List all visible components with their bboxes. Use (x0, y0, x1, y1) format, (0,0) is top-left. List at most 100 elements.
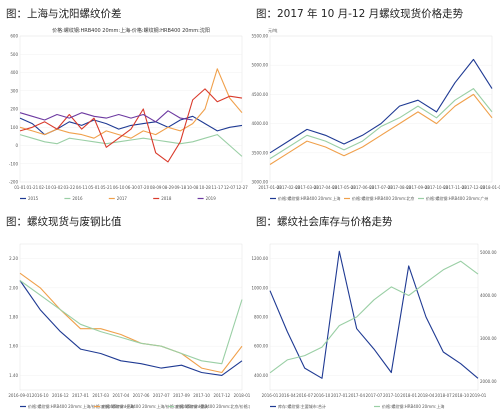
series-line-1 (19, 115, 243, 136)
x-tick-label: 09-18 (175, 185, 187, 190)
chart-1-svg: 价格:螺纹钢:HRB400 20mm:上海-价格:螺纹钢:HRB400 20mm… (9, 27, 248, 201)
y-tick-label: 600.00 (254, 344, 268, 349)
x-tick-label: 2017-06 (133, 393, 150, 398)
x-tick-label: 2017-09 (173, 393, 190, 398)
y-tick-label: 5000.00 (251, 63, 268, 68)
x-tick-label: 01-01 (14, 185, 26, 190)
y-tick-label: 300 (10, 88, 18, 93)
series-line-2 (269, 93, 493, 165)
x-tick-label: 12-27 (236, 185, 248, 190)
x-tick-label: 07-20 (138, 185, 150, 190)
legend-label: 价格:螺纹钢:HRB400 20mm:广州 (426, 195, 488, 201)
x-tick-label: 2017-02-03 (277, 185, 301, 190)
x-tick-label: 2017-09-03 (406, 185, 430, 190)
y2-tick-label: 3000.00 (480, 336, 497, 341)
legend-label: 2018 (161, 196, 172, 201)
series-line-5 (19, 110, 193, 123)
x-tick-label: 2019-01 (470, 393, 487, 398)
legend-label: 2017 (117, 196, 128, 201)
legend-label: 价格:螺纹钢:HRB400 20mm:上海 (382, 403, 444, 409)
y-tick-label: 600 (10, 34, 18, 39)
x-tick-label: 04-11 (76, 185, 88, 190)
x-tick-label: 08-09 (150, 185, 162, 190)
x-tick-label: 2017-01 (331, 393, 348, 398)
x-tick-label: 2017-10 (193, 393, 210, 398)
x-tick-label: 2017-12 (213, 393, 230, 398)
x-tick-label: 2018-10 (452, 393, 469, 398)
y-tick-label: 1.60 (9, 344, 18, 349)
x-tick-label: 03-22 (64, 185, 76, 190)
x-tick-label: 2017-07 (366, 393, 383, 398)
x-tick-label: 2018-01-03 (480, 185, 500, 190)
chart-title: 图：螺纹现货与废钢比值 (6, 216, 122, 228)
x-tick-label: 08-29 (162, 185, 174, 190)
x-tick-label: 2018-01 (400, 393, 417, 398)
chart-panel-3: 图：螺纹现货与废钢比值 2.20 2.00 1.80 1.60 1.40 2016-09-… (0, 208, 250, 415)
legend-label: 2019 (206, 196, 217, 201)
series-line-3 (269, 88, 493, 160)
x-tick-label: 12-07 (224, 185, 236, 190)
y-tick-label: 1.40 (9, 373, 18, 378)
x-tick-label: 2016-09-01 (8, 393, 32, 398)
series-line-1 (269, 58, 493, 154)
x-tick-label: 05-01 (88, 185, 100, 190)
x-tick-label: 2017-08-03 (388, 185, 412, 190)
x-tick-label: 2016-10 (32, 393, 49, 398)
x-tick-label: 2018-04 (418, 393, 435, 398)
y-tick-label: 1.80 (9, 315, 18, 320)
x-tick-label: 11-17 (212, 185, 224, 190)
x-tick-label: 2017-10 (383, 393, 400, 398)
y-tick-label: 400.00 (254, 373, 268, 378)
x-tick-label: 2018-01 (234, 393, 250, 398)
x-tick-label: 2017-12-03 (462, 185, 486, 190)
chart-title: 图：2017 年 10 月-12 月螺纹现货价格走势 (256, 8, 464, 20)
x-tick-label: 06-10 (113, 185, 125, 190)
x-tick-label: 2017-11-03 (443, 185, 467, 190)
series-line-2 (19, 134, 243, 157)
x-tick-label: 2016-10 (314, 393, 331, 398)
y-tick-label: 0 (15, 143, 18, 148)
y-tick-label: 2.20 (9, 256, 18, 261)
x-tick-label: 2017-04 (113, 393, 130, 398)
x-tick-label: 2017-07 (153, 393, 170, 398)
x-tick-label: 2016-01 (262, 393, 279, 398)
x-tick-label: 2017-05-03 (332, 185, 356, 190)
x-tick-label: 2016-07 (296, 393, 313, 398)
chart-title: 图：螺纹社会库存与价格走势 (256, 216, 393, 228)
y-tick-label: 4500.00 (251, 92, 268, 97)
x-tick-label: 10-08 (187, 185, 199, 190)
x-tick-label: 2017-01 (72, 393, 89, 398)
x-tick-label: 03-02 (51, 185, 63, 190)
legend-label: 库存:螺纹钢:主要城市:合计 (278, 403, 326, 409)
legend-label: 价格:螺纹钢:HRB400 20mm:北京/价格:废钢:6-8mm:北京 (176, 403, 250, 409)
x-tick-label: 2016-12 (52, 393, 69, 398)
series-line-2 (269, 260, 479, 374)
x-tick-label: 06-30 (125, 185, 137, 190)
chart-4-svg: 1200.00 1000.00 800.00 600.00 400.00 5000.00 4… (251, 243, 497, 409)
x-tick-label: 2017-06-03 (351, 185, 375, 190)
series-line-3 (19, 68, 243, 139)
y-tick-label: 5500.00 (251, 34, 268, 39)
series-line-4 (19, 88, 243, 163)
y-tick-label: 4000.00 (251, 121, 268, 126)
y-tick-label: 1200.00 (251, 256, 268, 261)
series-line-3 (19, 280, 243, 365)
y-tick-label: 800.00 (254, 315, 268, 320)
chart-panel-2: 图：2017 年 10 月-12 月螺纹现货价格走势 元/吨 5500.00 500… (250, 0, 500, 207)
y-tick-label: 200 (10, 107, 18, 112)
legend-label: 价格:螺纹钢:HRB400 20mm:上海/价格:废钢:6-8mm:上海 (28, 403, 134, 409)
x-tick-label: 05-21 (101, 185, 113, 190)
x-tick-label: 10-28 (199, 185, 211, 190)
series-line-1 (269, 250, 479, 379)
legend-label: 价格:螺纹钢:HRB400 20mm:上海/价格:废钢:6-8mm:重庆 (102, 403, 208, 409)
x-tick-label: 2017-10-03 (425, 185, 449, 190)
x-tick-label: 2017-03 (92, 393, 109, 398)
x-tick-label: 2017-04-03 (314, 185, 338, 190)
y-tick-label: 100 (10, 125, 18, 130)
y-tick-label: 3000.00 (251, 180, 268, 185)
y2-tick-label: 2000.00 (480, 379, 497, 384)
chart-title: 图：上海与沈阳螺纹价差 (6, 8, 122, 20)
